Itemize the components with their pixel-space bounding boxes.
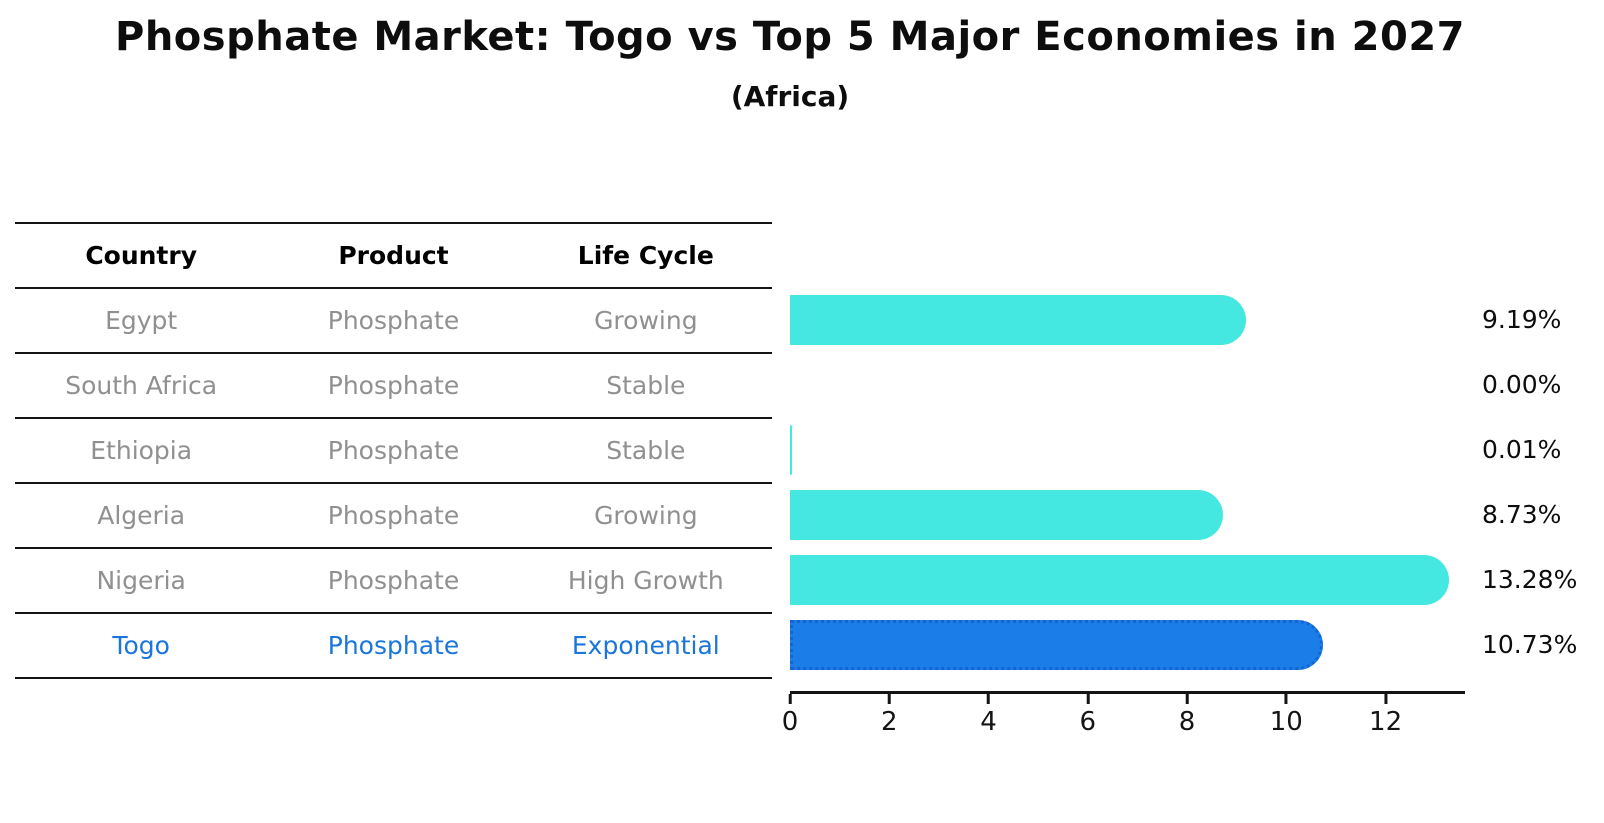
- country-table: Country Product Life Cycle Egypt Phospha…: [15, 222, 772, 679]
- table-row-algeria: Algeria Phosphate Growing: [15, 482, 772, 547]
- value-label-column: 9.19% 0.00% 0.01% 8.73% 13.28% 10.73%: [1482, 287, 1604, 677]
- table-row-egypt: Egypt Phosphate Growing: [15, 287, 772, 352]
- x-axis-tick: 10: [1270, 694, 1303, 737]
- cell-product: Phosphate: [327, 501, 460, 530]
- tick-mark: [1384, 694, 1388, 704]
- tick-mark: [1086, 694, 1090, 704]
- value-label-algeria: 8.73%: [1482, 500, 1562, 529]
- table-header-row: Country Product Life Cycle: [15, 222, 772, 287]
- tick-mark: [1284, 694, 1288, 704]
- value-label-ethiopia: 0.01%: [1482, 435, 1562, 464]
- col-header-product: Product: [338, 241, 449, 270]
- cell-country: Nigeria: [96, 566, 186, 595]
- cell-life-cycle: High Growth: [567, 566, 724, 595]
- table-row-nigeria: Nigeria Phosphate High Growth: [15, 547, 772, 612]
- cell-life-cycle: Growing: [594, 501, 698, 530]
- bar-chart-plot-area: [790, 287, 1465, 677]
- tick-label: 4: [980, 707, 997, 737]
- bar-ethiopia: [790, 424, 792, 475]
- cell-product: Phosphate: [327, 436, 460, 465]
- x-axis: 0 2 4 6 8 10 12: [782, 691, 1465, 744]
- cell-country: South Africa: [65, 371, 218, 400]
- cell-product: Phosphate: [327, 306, 460, 335]
- bar-row: [790, 547, 1465, 612]
- chart-title: Phosphate Market: Togo vs Top 5 Major Ec…: [115, 14, 1465, 60]
- value-label-nigeria: 13.28%: [1482, 565, 1578, 594]
- cell-product: Phosphate: [327, 371, 460, 400]
- tick-label: 0: [781, 707, 799, 737]
- tick-mark: [1185, 694, 1189, 704]
- x-axis-tick: 6: [1079, 694, 1097, 737]
- x-axis-tick: 0: [781, 694, 799, 737]
- x-axis-tick: 8: [1178, 694, 1196, 737]
- tick-label: 12: [1369, 707, 1403, 737]
- bar-row: [790, 612, 1465, 677]
- tick-label: 10: [1269, 707, 1303, 737]
- x-axis-tick: 4: [980, 694, 997, 737]
- cell-country: Egypt: [105, 306, 178, 335]
- tick-label: 2: [880, 707, 898, 737]
- cell-life-cycle: Growing: [594, 306, 698, 335]
- cell-country: Ethiopia: [90, 436, 193, 465]
- x-axis-tick: 2: [881, 694, 898, 737]
- col-header-life-cycle: Life Cycle: [577, 241, 714, 270]
- bar-algeria: [790, 489, 1224, 540]
- cell-product: Phosphate: [327, 566, 460, 595]
- x-axis-tick: 12: [1369, 694, 1402, 737]
- bar-nigeria: [790, 554, 1450, 605]
- col-header-country: Country: [85, 241, 198, 270]
- table-row-ethiopia: Ethiopia Phosphate Stable: [15, 417, 772, 482]
- bar-togo: [790, 619, 1323, 670]
- bar-row: [790, 352, 1465, 417]
- cell-life-cycle: Stable: [606, 436, 686, 465]
- tick-mark: [887, 694, 891, 704]
- tick-mark: [788, 694, 792, 704]
- cell-country: Togo: [112, 631, 170, 660]
- cell-life-cycle: Stable: [606, 371, 686, 400]
- bar-row: [790, 417, 1465, 482]
- value-label-south-africa: 0.00%: [1482, 370, 1562, 399]
- cell-life-cycle: Exponential: [571, 631, 720, 660]
- tick-label: 6: [1079, 707, 1097, 737]
- value-label-egypt: 9.19%: [1482, 305, 1562, 334]
- bar-row: [790, 482, 1465, 547]
- tick-mark: [987, 694, 991, 704]
- table-row-togo: Togo Phosphate Exponential: [15, 612, 772, 677]
- cell-product: Phosphate: [327, 631, 460, 660]
- cell-country: Algeria: [97, 501, 186, 530]
- value-label-togo: 10.73%: [1482, 630, 1578, 659]
- bar-egypt: [790, 294, 1247, 345]
- tick-label: 8: [1178, 707, 1196, 737]
- table-row-south-africa: South Africa Phosphate Stable: [15, 352, 772, 417]
- chart-subtitle: (Africa): [730, 80, 850, 113]
- bar-row: [790, 287, 1465, 352]
